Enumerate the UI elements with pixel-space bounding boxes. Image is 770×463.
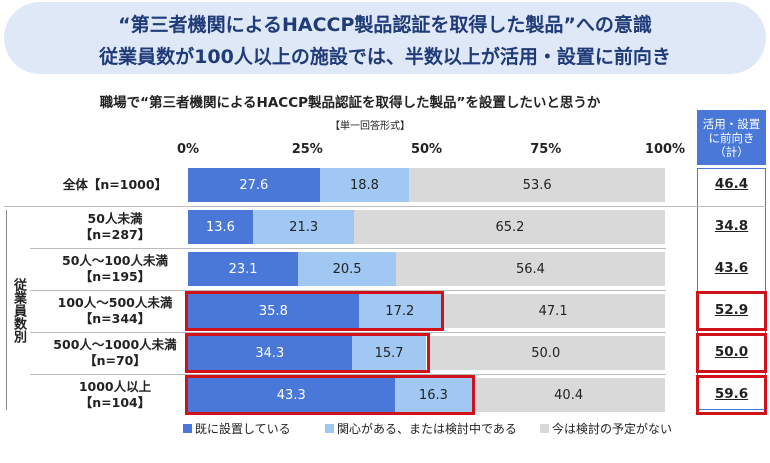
bar-segment: 50.0 bbox=[426, 336, 665, 370]
row-separator bbox=[30, 374, 666, 375]
legend-item: 今は検討の予定がない bbox=[540, 420, 672, 437]
data-label: 27.6 bbox=[239, 177, 269, 193]
row-separator bbox=[30, 290, 666, 291]
x-tick-label: 75% bbox=[530, 142, 562, 157]
group-bracket bbox=[6, 210, 7, 410]
bar-segment: 27.6 bbox=[188, 168, 320, 202]
data-label: 65.2 bbox=[495, 219, 525, 235]
category-label: 50人～100人未満 【n=195】 bbox=[62, 253, 168, 284]
data-label: 18.8 bbox=[350, 177, 379, 193]
legend-label: 今は検討の予定がない bbox=[552, 422, 673, 436]
bar-segment: 35.8 bbox=[188, 294, 359, 328]
total-box bbox=[697, 168, 766, 410]
bar-segment: 21.3 bbox=[252, 210, 355, 244]
category-label: 500人～1000人未満 【n=70】 bbox=[53, 337, 177, 368]
data-label: 47.1 bbox=[538, 303, 568, 319]
legend-item: 関心がある、または検討中である bbox=[325, 420, 517, 437]
bar-segment: 34.3 bbox=[188, 336, 352, 370]
data-label: 50.0 bbox=[531, 345, 561, 361]
bar-segment: 53.6 bbox=[409, 168, 665, 202]
category-label: 50人未満 【n=287】 bbox=[79, 211, 151, 242]
data-label: 56.4 bbox=[516, 261, 545, 277]
category-label: 1000人以上 【n=104】 bbox=[78, 379, 152, 410]
group-label: 従業員数別 bbox=[11, 277, 26, 343]
x-tick-label: 100% bbox=[644, 142, 686, 157]
total-value: 50.0 bbox=[714, 344, 749, 360]
highlight-box bbox=[185, 333, 430, 373]
answer-format: 【単一回答形式】 bbox=[330, 121, 410, 132]
bar-segment: 13.6 bbox=[188, 210, 253, 244]
legend-swatch bbox=[183, 424, 192, 433]
data-label: 35.8 bbox=[258, 303, 288, 319]
bar-segment: 47.1 bbox=[440, 294, 666, 328]
row-separator bbox=[30, 248, 666, 249]
total-value: 59.6 bbox=[714, 386, 749, 402]
data-label: 34.3 bbox=[255, 345, 285, 361]
total-highlight bbox=[696, 291, 767, 331]
title: “第三者機関によるHACCP製品認証を取得した製品”への意識 bbox=[118, 14, 652, 36]
category-label: 100人～500人未満 【n=344】 bbox=[57, 295, 173, 326]
legend-item: 既に設置している bbox=[183, 420, 291, 437]
category-label: 全体【n=1000】 bbox=[62, 177, 168, 192]
total-value: 52.9 bbox=[714, 302, 749, 318]
x-tick-label: 25% bbox=[291, 142, 323, 157]
bar-segment: 20.5 bbox=[298, 252, 396, 286]
bar-segment: 43.3 bbox=[188, 378, 395, 412]
total-header: 活用・設置 に前向き （計） bbox=[697, 110, 766, 165]
legend-label: 既に設置している bbox=[195, 422, 291, 436]
bar-segment: 40.4 bbox=[472, 378, 665, 412]
bar-segment: 17.2 bbox=[358, 294, 441, 328]
row-separator bbox=[4, 206, 766, 207]
bar-segment: 56.4 bbox=[395, 252, 665, 286]
total-value: 43.6 bbox=[714, 260, 749, 276]
data-label: 53.6 bbox=[522, 177, 552, 193]
highlight-box bbox=[185, 375, 476, 415]
data-label: 20.5 bbox=[332, 261, 362, 277]
legend-swatch bbox=[540, 424, 549, 433]
bar-segment: 65.2 bbox=[354, 210, 666, 244]
question: 職場で“第三者機関によるHACCP製品認証を取得した製品”を設置したいと思うか bbox=[99, 95, 601, 111]
bar-segment: 15.7 bbox=[351, 336, 427, 370]
bar-segment: 18.8 bbox=[319, 168, 410, 202]
legend-label: 関心がある、または検討中である bbox=[337, 422, 517, 436]
data-label: 40.4 bbox=[554, 387, 584, 403]
total-value: 46.4 bbox=[714, 176, 749, 192]
bar-segment: 23.1 bbox=[188, 252, 299, 286]
subtitle: 従業員数が100人以上の施設では、半数以上が活用・設置に前向き bbox=[99, 46, 671, 68]
data-label: 13.6 bbox=[205, 219, 235, 235]
data-label: 17.2 bbox=[385, 303, 415, 319]
row-separator bbox=[30, 332, 666, 333]
data-label: 15.7 bbox=[374, 345, 404, 361]
data-label: 43.3 bbox=[276, 387, 306, 403]
x-tick-label: 50% bbox=[410, 142, 443, 157]
legend-swatch bbox=[325, 424, 334, 433]
bar-segment: 16.3 bbox=[394, 378, 473, 412]
highlight-box bbox=[185, 291, 444, 331]
total-value: 34.8 bbox=[714, 218, 749, 234]
x-tick-label: 0% bbox=[176, 142, 200, 157]
total-highlight bbox=[696, 333, 767, 373]
data-label: 16.3 bbox=[418, 387, 448, 403]
data-label: 23.1 bbox=[228, 261, 258, 277]
data-label: 21.3 bbox=[289, 219, 319, 235]
banner bbox=[4, 2, 766, 74]
total-highlight bbox=[696, 375, 767, 415]
